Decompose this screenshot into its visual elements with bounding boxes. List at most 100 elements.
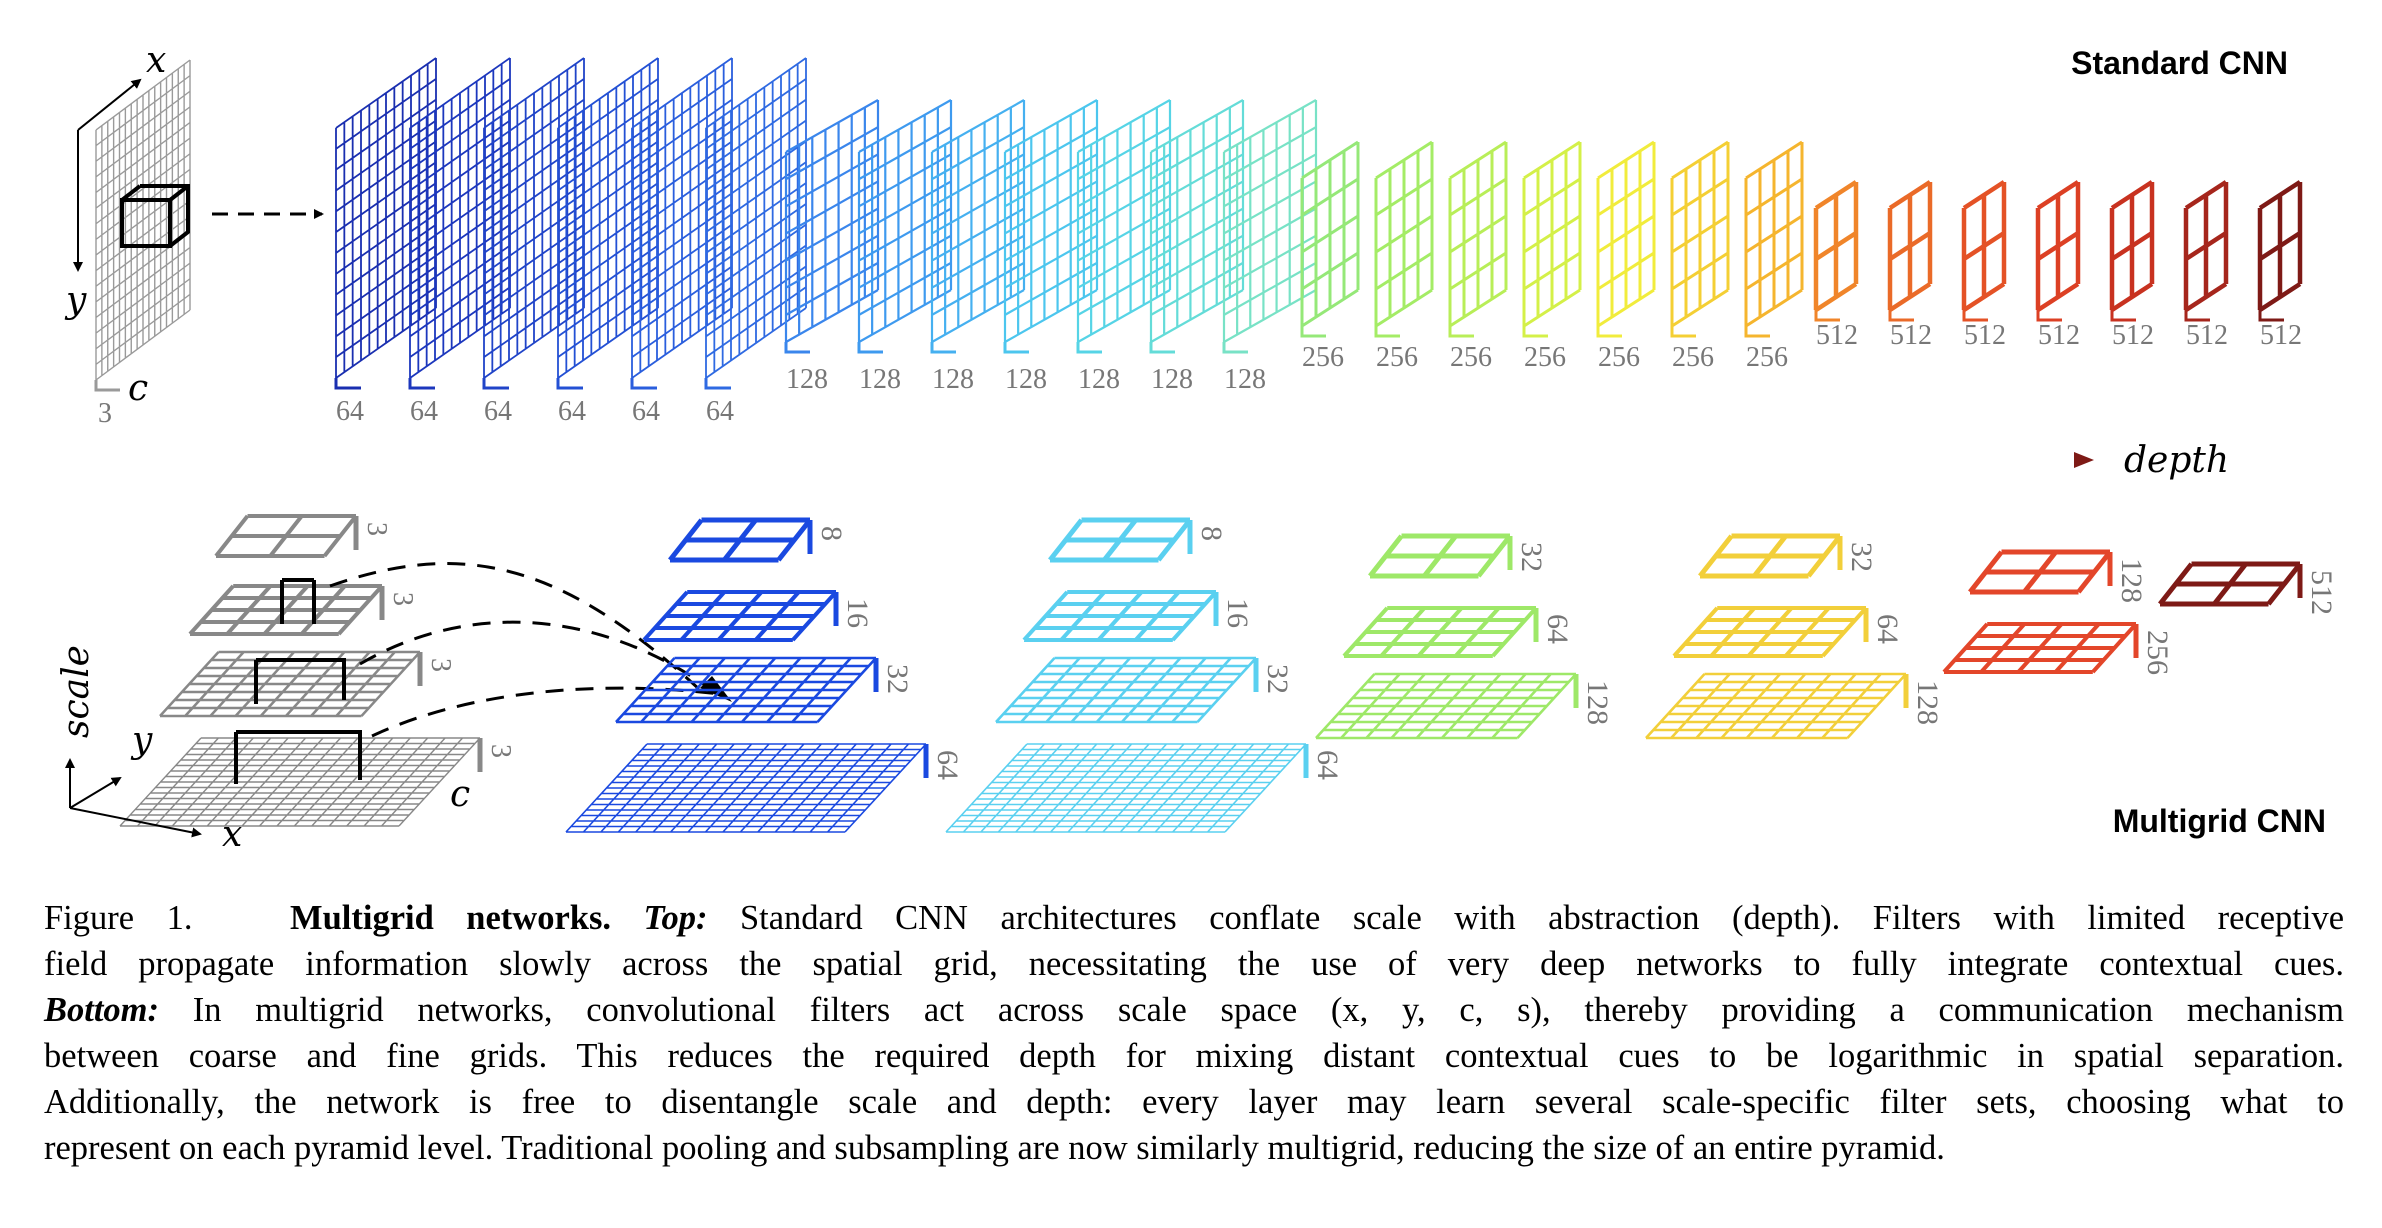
- level-channel-label: 8: [815, 526, 848, 541]
- scale-axis-label: scale: [56, 645, 97, 738]
- multiscale-connection-arrow: [359, 620, 713, 692]
- layer-channel-label: 256: [1302, 342, 1344, 373]
- input-axis-x-label: x: [146, 40, 166, 81]
- level-channel-label: 128: [1581, 680, 1614, 725]
- level-channel-label: 64: [931, 750, 964, 780]
- layer-channel-label: 512: [1816, 320, 1858, 351]
- multigrid-level: 8: [668, 517, 848, 563]
- multigrid-level: 16: [1022, 590, 1254, 642]
- layer-channel-label: 64: [558, 396, 586, 427]
- layer-channel-label: 64: [410, 396, 438, 427]
- standard-cnn-layers: 64 64 64 64 64 64 128 128 128 128 128 128 128 256 256 2…: [334, 57, 2303, 427]
- pyramid-axis-c-label: c: [450, 774, 470, 815]
- layer-channel-label: 512: [2112, 320, 2154, 351]
- standard-layer: 512: [2109, 180, 2155, 351]
- caption-title: Multigrid networks.: [290, 899, 611, 937]
- standard-cnn-title: Standard CNN: [2071, 45, 2288, 81]
- standard-layer: 256: [1448, 140, 1508, 373]
- multigrid-level: 128: [1968, 549, 2148, 603]
- level-channel-label: 3: [485, 744, 516, 758]
- standard-layer: 64: [334, 57, 437, 427]
- layer-channel-label: 256: [1376, 342, 1418, 373]
- layer-channel-label: 64: [706, 396, 734, 427]
- standard-layer: 256: [1670, 140, 1730, 373]
- input-pyramid-level: 3: [119, 737, 516, 827]
- multigrid-column: 32 64 128: [1645, 533, 1944, 740]
- layer-channel-label: 64: [336, 396, 364, 427]
- multigrid-level: 64: [1342, 606, 1574, 658]
- multigrid-level: 32: [615, 656, 914, 724]
- standard-layer: 128: [784, 99, 880, 395]
- figure-caption: Figure 1. Multigrid networks. Top: Stand…: [44, 895, 2344, 1171]
- standard-layer: 64: [704, 57, 807, 427]
- depth-arrowhead: [2074, 452, 2094, 468]
- layer-channel-label: 512: [1964, 320, 2006, 351]
- multigrid-level: 128: [1645, 672, 1944, 740]
- standard-layer: 512: [1961, 180, 2007, 351]
- level-channel-label: 32: [881, 664, 914, 694]
- layer-channel-label: 128: [859, 364, 901, 395]
- multigrid-input-pyramid: 3 3 3 3: [65, 514, 732, 838]
- layer-channel-label: 128: [932, 364, 974, 395]
- standard-layer: 128: [930, 99, 1026, 395]
- filter-cube: [120, 184, 190, 248]
- standard-layer: 512: [1813, 180, 1859, 351]
- layer-channel-label: 64: [632, 396, 660, 427]
- level-channel-label: 512: [2305, 570, 2338, 615]
- layer-channel-label: 128: [1224, 364, 1266, 395]
- multigrid-column: 512: [2158, 561, 2338, 615]
- layer-channel-label: 512: [2260, 320, 2302, 351]
- standard-layer: 256: [1522, 140, 1582, 373]
- input-axis-y-label: y: [64, 280, 87, 321]
- standard-layer: 512: [2183, 180, 2229, 351]
- level-channel-label: 8: [1195, 526, 1228, 541]
- caption-line-3: Bottom: In multigrid networks, convoluti…: [44, 987, 2344, 1033]
- multigrid-cnn-columns: 8 16 32 64 8 16 32 64 32 64 128 32 64 128 128 256 512: [565, 517, 2338, 833]
- standard-input-layer: [73, 59, 191, 392]
- layer-channel-label: 128: [1078, 364, 1120, 395]
- multigrid-level: 512: [2158, 561, 2338, 615]
- input-axis-c-label: c: [128, 368, 148, 409]
- multigrid-level: 16: [642, 590, 874, 642]
- filter-box-coarse: [280, 578, 316, 624]
- caption-line-4: between coarse and fine grids. This redu…: [44, 1037, 2344, 1075]
- standard-layer: 128: [1076, 99, 1172, 395]
- level-channel-label: 16: [1221, 598, 1254, 628]
- level-channel-label: 128: [2115, 558, 2148, 603]
- standard-layer: 256: [1374, 140, 1434, 373]
- level-channel-label: 64: [1871, 614, 1904, 644]
- multigrid-figure: Standard CNN Multigrid CNN x y c 3 64 64 6…: [56, 40, 2338, 855]
- standard-layer: 512: [2257, 180, 2303, 351]
- input-pyramid-level: 3: [214, 514, 392, 558]
- caption-line-3-text: In multigrid networks, convolutional fil…: [192, 991, 2344, 1029]
- input-channel-count: 3: [98, 398, 112, 429]
- level-channel-label: 128: [1911, 680, 1944, 725]
- multigrid-column: 8 16 32 64: [945, 517, 1344, 833]
- multigrid-column: 32 64 128: [1315, 533, 1614, 740]
- standard-layer: 64: [408, 57, 511, 427]
- layer-channel-label: 128: [786, 364, 828, 395]
- pyramid-axis-x-label: x: [222, 814, 242, 855]
- standard-layer: 256: [1300, 140, 1360, 373]
- standard-layer: 64: [482, 57, 585, 427]
- input-pyramid-level: 3: [188, 584, 418, 636]
- caption-figure-label: Figure 1.: [44, 899, 193, 937]
- multigrid-level: 32: [995, 656, 1294, 724]
- multigrid-level: 32: [1698, 533, 1878, 579]
- standard-layer: 256: [1744, 140, 1804, 373]
- layer-channel-label: 128: [1005, 364, 1047, 395]
- standard-layer: 64: [556, 57, 659, 427]
- layer-channel-label: 256: [1746, 342, 1788, 373]
- level-channel-label: 3: [387, 592, 418, 606]
- level-channel-label: 256: [2141, 630, 2174, 675]
- level-channel-label: 3: [425, 658, 456, 672]
- multigrid-level: 128: [1315, 672, 1614, 740]
- caption-line-1: Figure 1. Multigrid networks. Top: Stand…: [44, 895, 2344, 941]
- input-pyramid-level: 3: [159, 650, 456, 718]
- level-channel-label: 64: [1541, 614, 1574, 644]
- standard-layer: 64: [630, 57, 733, 427]
- multigrid-level: 64: [945, 743, 1344, 833]
- level-channel-label: 32: [1515, 542, 1548, 572]
- caption-line-5: Additionally, the network is free to dis…: [44, 1083, 2344, 1121]
- filter-box-fine: [234, 730, 362, 784]
